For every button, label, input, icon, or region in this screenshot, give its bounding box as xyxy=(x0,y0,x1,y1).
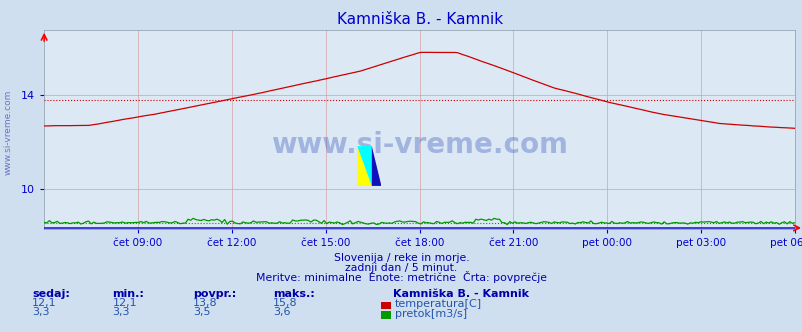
Text: 3,3: 3,3 xyxy=(112,307,130,317)
Text: pretok[m3/s]: pretok[m3/s] xyxy=(395,309,467,319)
Text: povpr.:: povpr.: xyxy=(192,289,236,299)
Text: temperatura[C]: temperatura[C] xyxy=(395,299,481,309)
Text: 3,3: 3,3 xyxy=(32,307,50,317)
Title: Kamniška B. - Kamnik: Kamniška B. - Kamnik xyxy=(336,12,502,27)
Polygon shape xyxy=(357,146,371,186)
Text: maks.:: maks.: xyxy=(273,289,314,299)
Text: www.si-vreme.com: www.si-vreme.com xyxy=(3,90,13,176)
Text: 3,6: 3,6 xyxy=(273,307,290,317)
Text: 12,1: 12,1 xyxy=(112,298,137,308)
Text: Slovenija / reke in morje.: Slovenija / reke in morje. xyxy=(334,253,468,263)
Text: Kamniška B. - Kamnik: Kamniška B. - Kamnik xyxy=(393,289,529,299)
Text: www.si-vreme.com: www.si-vreme.com xyxy=(271,131,567,159)
Text: sedaj:: sedaj: xyxy=(32,289,70,299)
Polygon shape xyxy=(371,146,381,186)
Text: 12,1: 12,1 xyxy=(32,298,57,308)
Text: 3,5: 3,5 xyxy=(192,307,210,317)
Text: 15,8: 15,8 xyxy=(273,298,298,308)
Text: Meritve: minimalne  Enote: metrične  Črta: povprečje: Meritve: minimalne Enote: metrične Črta:… xyxy=(256,271,546,283)
Text: zadnji dan / 5 minut.: zadnji dan / 5 minut. xyxy=(345,263,457,273)
Text: 13,8: 13,8 xyxy=(192,298,217,308)
Polygon shape xyxy=(357,146,371,186)
Text: min.:: min.: xyxy=(112,289,144,299)
